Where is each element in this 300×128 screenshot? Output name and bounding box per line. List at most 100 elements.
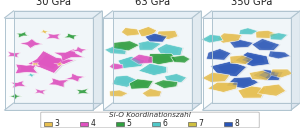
Polygon shape	[259, 32, 274, 37]
Polygon shape	[207, 49, 232, 60]
Bar	[116, 122, 124, 126]
Text: 5: 5	[126, 119, 131, 128]
Polygon shape	[129, 79, 153, 89]
Polygon shape	[157, 44, 183, 56]
Polygon shape	[71, 46, 88, 53]
Polygon shape	[63, 33, 79, 40]
Polygon shape	[142, 88, 162, 97]
Polygon shape	[202, 72, 231, 83]
Polygon shape	[249, 70, 273, 80]
Polygon shape	[253, 69, 284, 80]
Polygon shape	[8, 52, 21, 58]
Polygon shape	[32, 63, 40, 66]
Polygon shape	[4, 18, 93, 110]
Polygon shape	[48, 34, 58, 38]
Polygon shape	[218, 64, 241, 74]
Polygon shape	[207, 82, 237, 92]
Polygon shape	[59, 51, 79, 59]
Polygon shape	[109, 47, 124, 53]
Polygon shape	[253, 39, 281, 51]
Polygon shape	[65, 73, 86, 82]
Polygon shape	[269, 51, 291, 59]
Polygon shape	[142, 28, 154, 35]
Polygon shape	[131, 54, 153, 64]
Polygon shape	[258, 84, 286, 96]
Polygon shape	[165, 74, 188, 83]
Text: Si-O Koordinationszahl: Si-O Koordinationszahl	[109, 112, 191, 118]
Polygon shape	[41, 30, 49, 33]
Bar	[44, 122, 52, 126]
Polygon shape	[112, 11, 201, 103]
Polygon shape	[256, 31, 279, 39]
Polygon shape	[252, 39, 280, 51]
Polygon shape	[52, 79, 66, 86]
Polygon shape	[154, 80, 178, 89]
Polygon shape	[9, 93, 22, 99]
Polygon shape	[32, 63, 39, 66]
Polygon shape	[146, 33, 168, 42]
Polygon shape	[212, 61, 248, 77]
Polygon shape	[45, 34, 61, 40]
Polygon shape	[54, 49, 85, 61]
Polygon shape	[13, 82, 24, 87]
Polygon shape	[66, 34, 76, 38]
Polygon shape	[250, 71, 274, 80]
Polygon shape	[4, 11, 102, 18]
Polygon shape	[40, 30, 51, 34]
Polygon shape	[35, 89, 47, 95]
Polygon shape	[53, 49, 84, 61]
Polygon shape	[274, 70, 289, 76]
Polygon shape	[112, 91, 124, 96]
Polygon shape	[230, 39, 254, 48]
Polygon shape	[156, 31, 178, 39]
Polygon shape	[122, 28, 140, 36]
Polygon shape	[142, 42, 157, 49]
Polygon shape	[16, 32, 29, 38]
Polygon shape	[233, 41, 249, 46]
Polygon shape	[118, 42, 135, 49]
Polygon shape	[130, 54, 152, 64]
Polygon shape	[37, 90, 45, 94]
Polygon shape	[15, 64, 38, 74]
Polygon shape	[19, 39, 42, 48]
Polygon shape	[239, 28, 259, 35]
Text: 6: 6	[162, 119, 167, 128]
Polygon shape	[270, 69, 293, 78]
Polygon shape	[202, 18, 291, 110]
Polygon shape	[48, 78, 69, 87]
Polygon shape	[259, 71, 279, 78]
Polygon shape	[202, 72, 230, 82]
Polygon shape	[138, 27, 158, 37]
Polygon shape	[148, 54, 178, 65]
Polygon shape	[115, 41, 140, 51]
Polygon shape	[78, 89, 87, 93]
Polygon shape	[74, 48, 85, 52]
Polygon shape	[76, 89, 90, 94]
Polygon shape	[154, 80, 178, 89]
Polygon shape	[147, 53, 177, 65]
Polygon shape	[118, 56, 145, 68]
Polygon shape	[39, 30, 50, 34]
Polygon shape	[160, 32, 175, 38]
Polygon shape	[4, 103, 102, 110]
Polygon shape	[239, 28, 258, 35]
Polygon shape	[9, 94, 22, 100]
Polygon shape	[235, 52, 269, 66]
Polygon shape	[71, 46, 88, 54]
Polygon shape	[230, 55, 253, 65]
Polygon shape	[243, 88, 261, 96]
Polygon shape	[26, 73, 36, 77]
FancyBboxPatch shape	[41, 112, 259, 128]
Polygon shape	[202, 11, 300, 18]
Polygon shape	[242, 29, 254, 34]
Polygon shape	[16, 32, 29, 38]
Polygon shape	[175, 57, 188, 62]
Polygon shape	[110, 90, 128, 97]
Polygon shape	[125, 29, 137, 35]
Polygon shape	[56, 62, 63, 65]
Polygon shape	[49, 78, 70, 88]
Polygon shape	[171, 55, 191, 63]
Polygon shape	[110, 90, 128, 97]
Bar	[188, 122, 196, 126]
Polygon shape	[112, 75, 139, 87]
